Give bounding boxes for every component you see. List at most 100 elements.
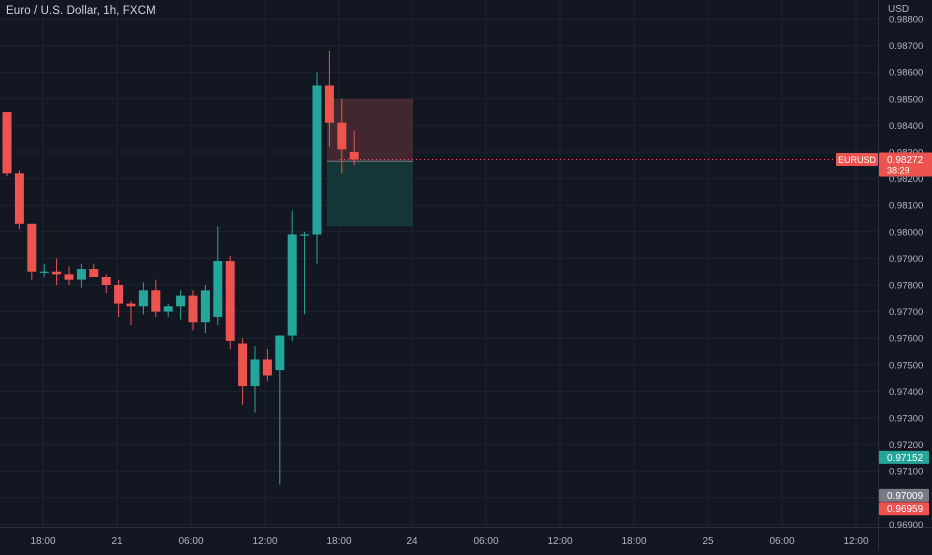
candle-body bbox=[2, 112, 12, 174]
candle-body bbox=[151, 290, 161, 312]
candle-body bbox=[262, 359, 272, 376]
time-axis[interactable]: 18:00 21 06:00 12:00 18:00 24 06:00 12:00 18:00 2… bbox=[30, 536, 868, 547]
candle[interactable] bbox=[89, 263, 99, 278]
candle-body bbox=[213, 261, 223, 317]
price-marker-green-value: 0.97152 bbox=[887, 453, 924, 464]
time-tick-label: 24 bbox=[406, 536, 418, 547]
price-marker-gray-value: 0.97009 bbox=[887, 491, 924, 502]
candle[interactable] bbox=[176, 290, 186, 320]
candle[interactable] bbox=[287, 210, 297, 341]
candle[interactable] bbox=[27, 223, 37, 280]
candle-body bbox=[337, 122, 347, 150]
candle[interactable] bbox=[225, 255, 235, 349]
candles-layer bbox=[2, 50, 359, 485]
time-tick-label: 12:00 bbox=[843, 536, 868, 547]
candle-body bbox=[101, 277, 111, 285]
price-tick-label: 0.97600 bbox=[889, 334, 923, 345]
candle[interactable] bbox=[200, 285, 210, 333]
price-tick-label: 0.97100 bbox=[889, 467, 923, 478]
last-price-value: 0.98272 bbox=[887, 155, 924, 166]
candle-body bbox=[114, 285, 124, 304]
price-tick-label: 0.97200 bbox=[889, 440, 923, 451]
time-tick-label: 06:00 bbox=[473, 536, 498, 547]
symbol-tag: EURUSD bbox=[836, 152, 878, 166]
price-tick-label: 0.98600 bbox=[889, 68, 923, 79]
candle[interactable] bbox=[39, 263, 49, 278]
candle[interactable] bbox=[312, 72, 322, 264]
currency-label: USD bbox=[888, 4, 910, 15]
candle[interactable] bbox=[114, 279, 124, 317]
candle-body bbox=[200, 290, 210, 323]
candle-body bbox=[89, 269, 99, 278]
candle-body bbox=[76, 269, 86, 280]
price-tick-label: 0.97500 bbox=[889, 360, 923, 371]
time-tick-label: 18:00 bbox=[621, 536, 646, 547]
price-tick-label: 0.97700 bbox=[889, 307, 923, 318]
price-marker-red: 0.96959 bbox=[879, 502, 929, 516]
price-marker-green: 0.97152 bbox=[879, 450, 929, 464]
candle-body bbox=[324, 85, 334, 123]
price-tick-label: 0.97900 bbox=[889, 254, 923, 265]
candle[interactable] bbox=[275, 335, 285, 485]
candle[interactable] bbox=[349, 130, 359, 166]
candle-body bbox=[138, 290, 148, 307]
price-tick-label: 0.98200 bbox=[889, 174, 923, 185]
candle-body bbox=[14, 173, 24, 224]
price-tick-label: 0.98100 bbox=[889, 201, 923, 212]
candle-body bbox=[163, 306, 173, 312]
candle-body bbox=[52, 271, 62, 275]
price-tick-label: 0.98000 bbox=[889, 227, 923, 238]
candle[interactable] bbox=[300, 231, 310, 315]
price-tick-label: 0.98800 bbox=[889, 15, 923, 26]
candle[interactable] bbox=[101, 274, 111, 293]
candle[interactable] bbox=[2, 112, 12, 176]
candle[interactable] bbox=[262, 348, 272, 381]
candle[interactable] bbox=[151, 279, 161, 317]
candle-body bbox=[27, 223, 37, 272]
candle-body bbox=[312, 85, 322, 235]
price-tick-label: 0.98400 bbox=[889, 121, 923, 132]
price-tick-label: 0.97300 bbox=[889, 414, 923, 425]
candle[interactable] bbox=[76, 263, 86, 288]
time-tick-label: 18:00 bbox=[326, 536, 351, 547]
candle[interactable] bbox=[64, 266, 74, 285]
time-tick-label: 06:00 bbox=[769, 536, 794, 547]
candle-body bbox=[225, 261, 235, 341]
candle[interactable] bbox=[14, 170, 24, 230]
candle[interactable] bbox=[250, 346, 260, 413]
time-tick-label: 12:00 bbox=[547, 536, 572, 547]
candle[interactable] bbox=[52, 258, 62, 285]
candle[interactable] bbox=[324, 50, 334, 147]
candle-body bbox=[39, 271, 49, 273]
candle[interactable] bbox=[188, 290, 198, 331]
candle-body bbox=[176, 295, 186, 307]
time-tick-label: 12:00 bbox=[252, 536, 277, 547]
time-tick-label: 21 bbox=[111, 536, 123, 547]
time-tick-label: 06:00 bbox=[178, 536, 203, 547]
symbol-title[interactable]: Euro / U.S. Dollar, 1h, FXCM bbox=[6, 5, 156, 17]
candle[interactable] bbox=[213, 226, 223, 325]
price-tick-label: 0.96900 bbox=[889, 520, 923, 531]
price-axis[interactable]: 0.988000.987000.986000.985000.984000.983… bbox=[889, 15, 923, 531]
candle[interactable] bbox=[126, 300, 136, 325]
price-tick-label: 0.98700 bbox=[889, 41, 923, 52]
bar-countdown: 38:29 bbox=[887, 165, 910, 175]
candle-body bbox=[238, 343, 248, 387]
candle-body bbox=[275, 335, 285, 371]
candle-body bbox=[64, 274, 74, 280]
candle[interactable] bbox=[238, 338, 248, 405]
position-zones bbox=[327, 98, 413, 227]
candle-body bbox=[126, 303, 136, 307]
candle[interactable] bbox=[163, 303, 173, 317]
price-tick-label: 0.97800 bbox=[889, 281, 923, 292]
candle-body bbox=[287, 234, 297, 336]
price-tick-label: 0.97400 bbox=[889, 387, 923, 398]
candle[interactable] bbox=[337, 98, 347, 174]
take-profit-zone[interactable] bbox=[327, 161, 413, 227]
candle[interactable] bbox=[138, 282, 148, 315]
